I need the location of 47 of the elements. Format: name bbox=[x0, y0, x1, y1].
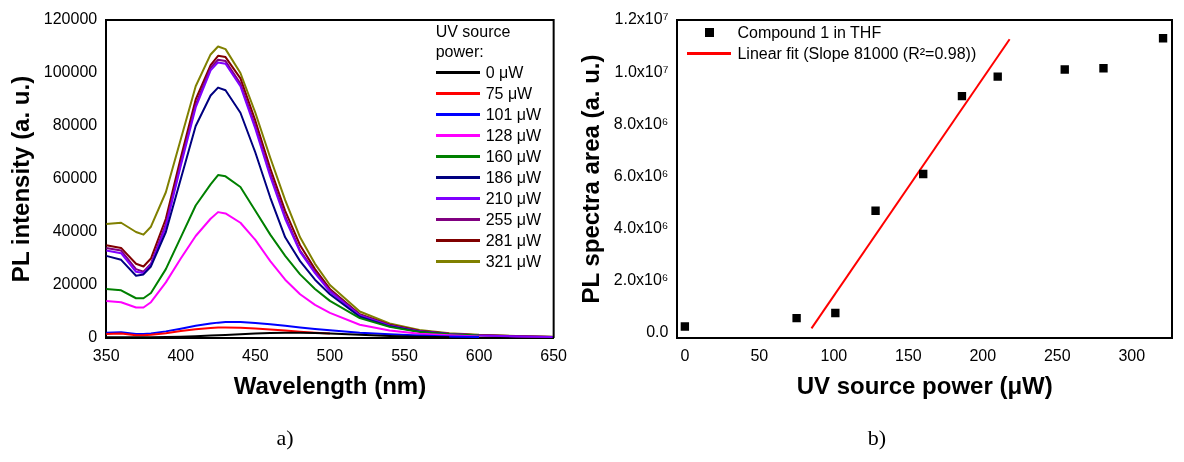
legend-label: 101 μW bbox=[485, 105, 542, 124]
legend-label: 281 μW bbox=[485, 231, 542, 250]
legend-label: 186 μW bbox=[485, 168, 542, 187]
legend-label: 255 μW bbox=[485, 210, 542, 229]
y-tick-label: 40000 bbox=[52, 222, 98, 240]
y-tick-label: 8.0x10⁶ bbox=[613, 114, 669, 132]
x-axis-title: Wavelength (nm) bbox=[233, 372, 427, 400]
text: b) bbox=[866, 425, 888, 451]
y-tick-label: 60000 bbox=[52, 169, 98, 187]
x-tick-label: 300 bbox=[1118, 347, 1146, 365]
x-tick-label: 100 bbox=[820, 347, 848, 365]
x-tick-label: 650 bbox=[540, 347, 568, 365]
legend-label: 75 μW bbox=[485, 84, 533, 103]
legend-label: 0 μW bbox=[485, 63, 524, 82]
x-tick-label: 550 bbox=[391, 347, 418, 365]
x-tick-label: 250 bbox=[1043, 347, 1071, 365]
legend-label: 210 μW bbox=[485, 189, 542, 208]
x-tick-label: 150 bbox=[894, 347, 922, 365]
y-tick-label: 100000 bbox=[43, 63, 98, 81]
y-axis-title: PL intensity (a. u.) bbox=[7, 75, 35, 283]
y-axis-title: PL spectra area (a. u.) bbox=[577, 54, 605, 304]
legend-title: UV source power: bbox=[435, 22, 512, 62]
x-tick-label: 600 bbox=[465, 347, 493, 365]
legend-label: Compound 1 in THF bbox=[737, 23, 882, 42]
legend-label: 160 μW bbox=[485, 147, 542, 166]
y-tick-label: 2.0x10⁶ bbox=[613, 271, 669, 289]
legend-label: 321 μW bbox=[485, 252, 542, 271]
x-tick-label: 400 bbox=[167, 347, 195, 365]
y-tick-label: 0.0 bbox=[646, 323, 669, 341]
y-tick-label: 120000 bbox=[43, 10, 98, 28]
legend-label: Linear fit (Slope 81000 (R²=0.98)) bbox=[737, 44, 977, 63]
x-tick-label: 500 bbox=[316, 347, 344, 365]
y-tick-label: 1.0x10⁷ bbox=[614, 62, 669, 80]
y-tick-label: 1.2x10⁷ bbox=[614, 10, 669, 28]
x-axis-title: UV source power (μW) bbox=[796, 372, 1053, 400]
legend-label: 128 μW bbox=[485, 126, 542, 145]
y-tick-label: 4.0x10⁶ bbox=[613, 218, 669, 236]
x-tick-label: 0 bbox=[680, 347, 690, 365]
x-tick-label: 450 bbox=[241, 347, 269, 365]
x-tick-label: 200 bbox=[969, 347, 997, 365]
y-tick-label: 80000 bbox=[52, 116, 98, 134]
text: a) bbox=[275, 425, 295, 451]
y-tick-label: 0 bbox=[88, 328, 98, 346]
x-tick-label: 350 bbox=[92, 347, 120, 365]
y-tick-label: 20000 bbox=[52, 275, 98, 293]
x-tick-label: 50 bbox=[750, 347, 769, 365]
y-tick-label: 6.0x10⁶ bbox=[613, 166, 669, 184]
